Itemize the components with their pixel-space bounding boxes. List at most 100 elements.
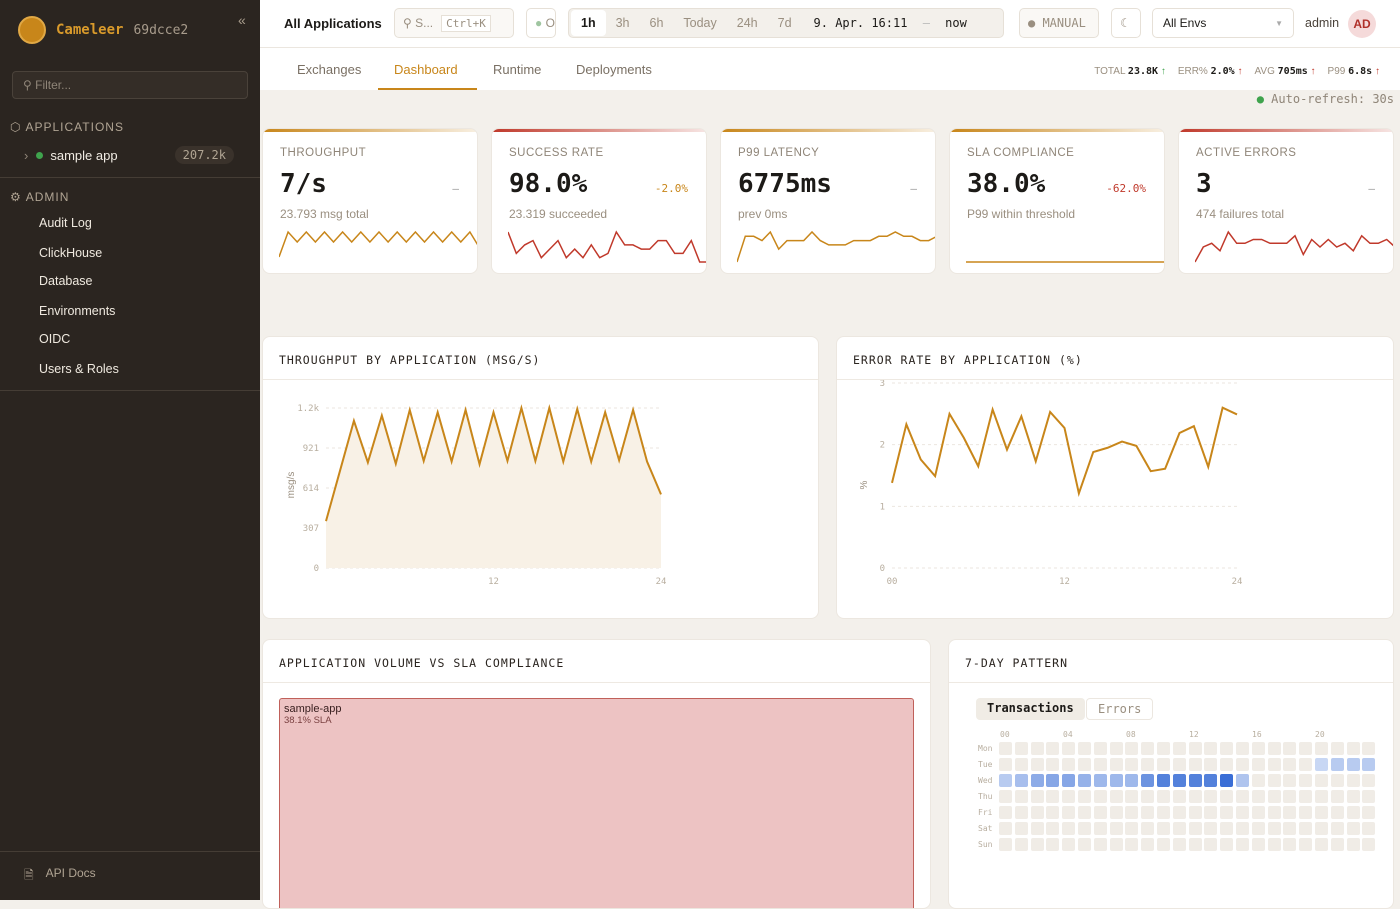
filter-input[interactable]: ⚲ Filter... <box>12 71 248 99</box>
heatmap-cell[interactable] <box>999 758 1012 771</box>
heatmap-cell[interactable] <box>1299 822 1312 835</box>
heatmap-cell[interactable] <box>1031 758 1044 771</box>
heatmap-cell[interactable] <box>1141 790 1154 803</box>
heatmap-cell[interactable] <box>1173 806 1186 819</box>
heatmap-cell[interactable] <box>1173 838 1186 851</box>
chevron-right-icon[interactable]: › <box>24 148 28 163</box>
heatmap-cell[interactable] <box>1157 742 1170 755</box>
heatmap-cell[interactable] <box>1157 822 1170 835</box>
search-button[interactable]: ⚲ S...Ctrl+K <box>394 8 514 38</box>
heatmap-cell[interactable] <box>1220 838 1233 851</box>
status-button[interactable]: ● O <box>526 8 556 38</box>
heatmap-cell[interactable] <box>1204 742 1217 755</box>
toggle-transactions[interactable]: Transactions <box>976 698 1085 720</box>
heatmap-cell[interactable] <box>1204 822 1217 835</box>
heatmap-cell[interactable] <box>1252 806 1265 819</box>
heatmap-cell[interactable] <box>1362 806 1375 819</box>
heatmap-cell[interactable] <box>1046 838 1059 851</box>
heatmap-cell[interactable] <box>1110 774 1123 787</box>
heatmap-cell[interactable] <box>1283 774 1296 787</box>
heatmap-cell[interactable] <box>1331 838 1344 851</box>
heatmap-cell[interactable] <box>1157 758 1170 771</box>
heatmap-cell[interactable] <box>1189 822 1202 835</box>
heatmap-cell[interactable] <box>1110 822 1123 835</box>
tab-exchanges[interactable]: Exchanges <box>297 62 361 77</box>
heatmap-cell[interactable] <box>1220 758 1233 771</box>
range-24h[interactable]: 24h <box>727 10 768 36</box>
heatmap-cell[interactable] <box>1236 806 1249 819</box>
scope-title[interactable]: All Applications <box>284 16 382 31</box>
heatmap-cell[interactable] <box>1110 758 1123 771</box>
heatmap-cell[interactable] <box>1062 806 1075 819</box>
heatmap-cell[interactable] <box>1299 758 1312 771</box>
heatmap-cell[interactable] <box>1141 742 1154 755</box>
heatmap-cell[interactable] <box>1125 758 1138 771</box>
heatmap-cell[interactable] <box>1189 758 1202 771</box>
heatmap-cell[interactable] <box>1046 806 1059 819</box>
heatmap-cell[interactable] <box>1031 838 1044 851</box>
heatmap-cell[interactable] <box>1173 822 1186 835</box>
heatmap-cell[interactable] <box>1015 790 1028 803</box>
heatmap-cell[interactable] <box>1331 742 1344 755</box>
heatmap-cell[interactable] <box>1362 742 1375 755</box>
heatmap-cell[interactable] <box>1141 758 1154 771</box>
heatmap-cell[interactable] <box>1062 774 1075 787</box>
heatmap-cell[interactable] <box>1347 774 1360 787</box>
heatmap-cell[interactable] <box>1125 822 1138 835</box>
heatmap-cell[interactable] <box>1062 838 1075 851</box>
heatmap-cell[interactable] <box>1141 774 1154 787</box>
heatmap-cell[interactable] <box>1283 742 1296 755</box>
heatmap-cell[interactable] <box>1015 806 1028 819</box>
heatmap-cell[interactable] <box>1236 790 1249 803</box>
heatmap-cell[interactable] <box>1078 742 1091 755</box>
heatmap-cell[interactable] <box>1315 822 1328 835</box>
heatmap-cell[interactable] <box>1189 742 1202 755</box>
heatmap-cell[interactable] <box>1189 806 1202 819</box>
heatmap-cell[interactable] <box>1110 806 1123 819</box>
heatmap-cell[interactable] <box>1347 790 1360 803</box>
heatmap-cell[interactable] <box>1157 806 1170 819</box>
heatmap-cell[interactable] <box>1031 806 1044 819</box>
heatmap-cell[interactable] <box>1299 806 1312 819</box>
heatmap-cell[interactable] <box>1331 790 1344 803</box>
heatmap-cell[interactable] <box>1331 806 1344 819</box>
admin-item[interactable]: Audit Log <box>39 216 92 230</box>
heatmap-cell[interactable] <box>1268 838 1281 851</box>
heatmap-cell[interactable] <box>1173 742 1186 755</box>
heatmap-cell[interactable] <box>1031 790 1044 803</box>
heatmap-cell[interactable] <box>1252 790 1265 803</box>
heatmap-cell[interactable] <box>1331 822 1344 835</box>
heatmap-cell[interactable] <box>1347 758 1360 771</box>
heatmap-cell[interactable] <box>1078 758 1091 771</box>
heatmap-cell[interactable] <box>1078 806 1091 819</box>
heatmap-cell[interactable] <box>1031 774 1044 787</box>
heatmap-cell[interactable] <box>1173 758 1186 771</box>
heatmap-cell[interactable] <box>1220 790 1233 803</box>
heatmap-cell[interactable] <box>1347 838 1360 851</box>
custom-range[interactable]: 9. Apr. 16:11 — now <box>814 16 967 30</box>
heatmap-cell[interactable] <box>1236 838 1249 851</box>
heatmap-cell[interactable] <box>1046 774 1059 787</box>
heatmap-cell[interactable] <box>999 806 1012 819</box>
heatmap-cell[interactable] <box>1078 774 1091 787</box>
heatmap-cell[interactable] <box>1362 838 1375 851</box>
range-1h[interactable]: 1h <box>571 10 606 36</box>
heatmap-cell[interactable] <box>999 742 1012 755</box>
heatmap-cell[interactable] <box>1046 758 1059 771</box>
admin-item[interactable]: ClickHouse <box>39 246 102 260</box>
heatmap-cell[interactable] <box>1283 822 1296 835</box>
heatmap-cell[interactable] <box>1173 790 1186 803</box>
range-6h[interactable]: 6h <box>640 10 674 36</box>
heatmap-cell[interactable] <box>1110 742 1123 755</box>
heatmap-cell[interactable] <box>1268 790 1281 803</box>
heatmap-cell[interactable] <box>1015 758 1028 771</box>
heatmap-cell[interactable] <box>1015 774 1028 787</box>
heatmap-cell[interactable] <box>1031 822 1044 835</box>
heatmap-cell[interactable] <box>1189 838 1202 851</box>
heatmap-cell[interactable] <box>1141 822 1154 835</box>
heatmap-cell[interactable] <box>1204 758 1217 771</box>
heatmap-cell[interactable] <box>999 790 1012 803</box>
heatmap-cell[interactable] <box>1125 790 1138 803</box>
heatmap-cell[interactable] <box>1094 758 1107 771</box>
heatmap-cell[interactable] <box>1125 806 1138 819</box>
